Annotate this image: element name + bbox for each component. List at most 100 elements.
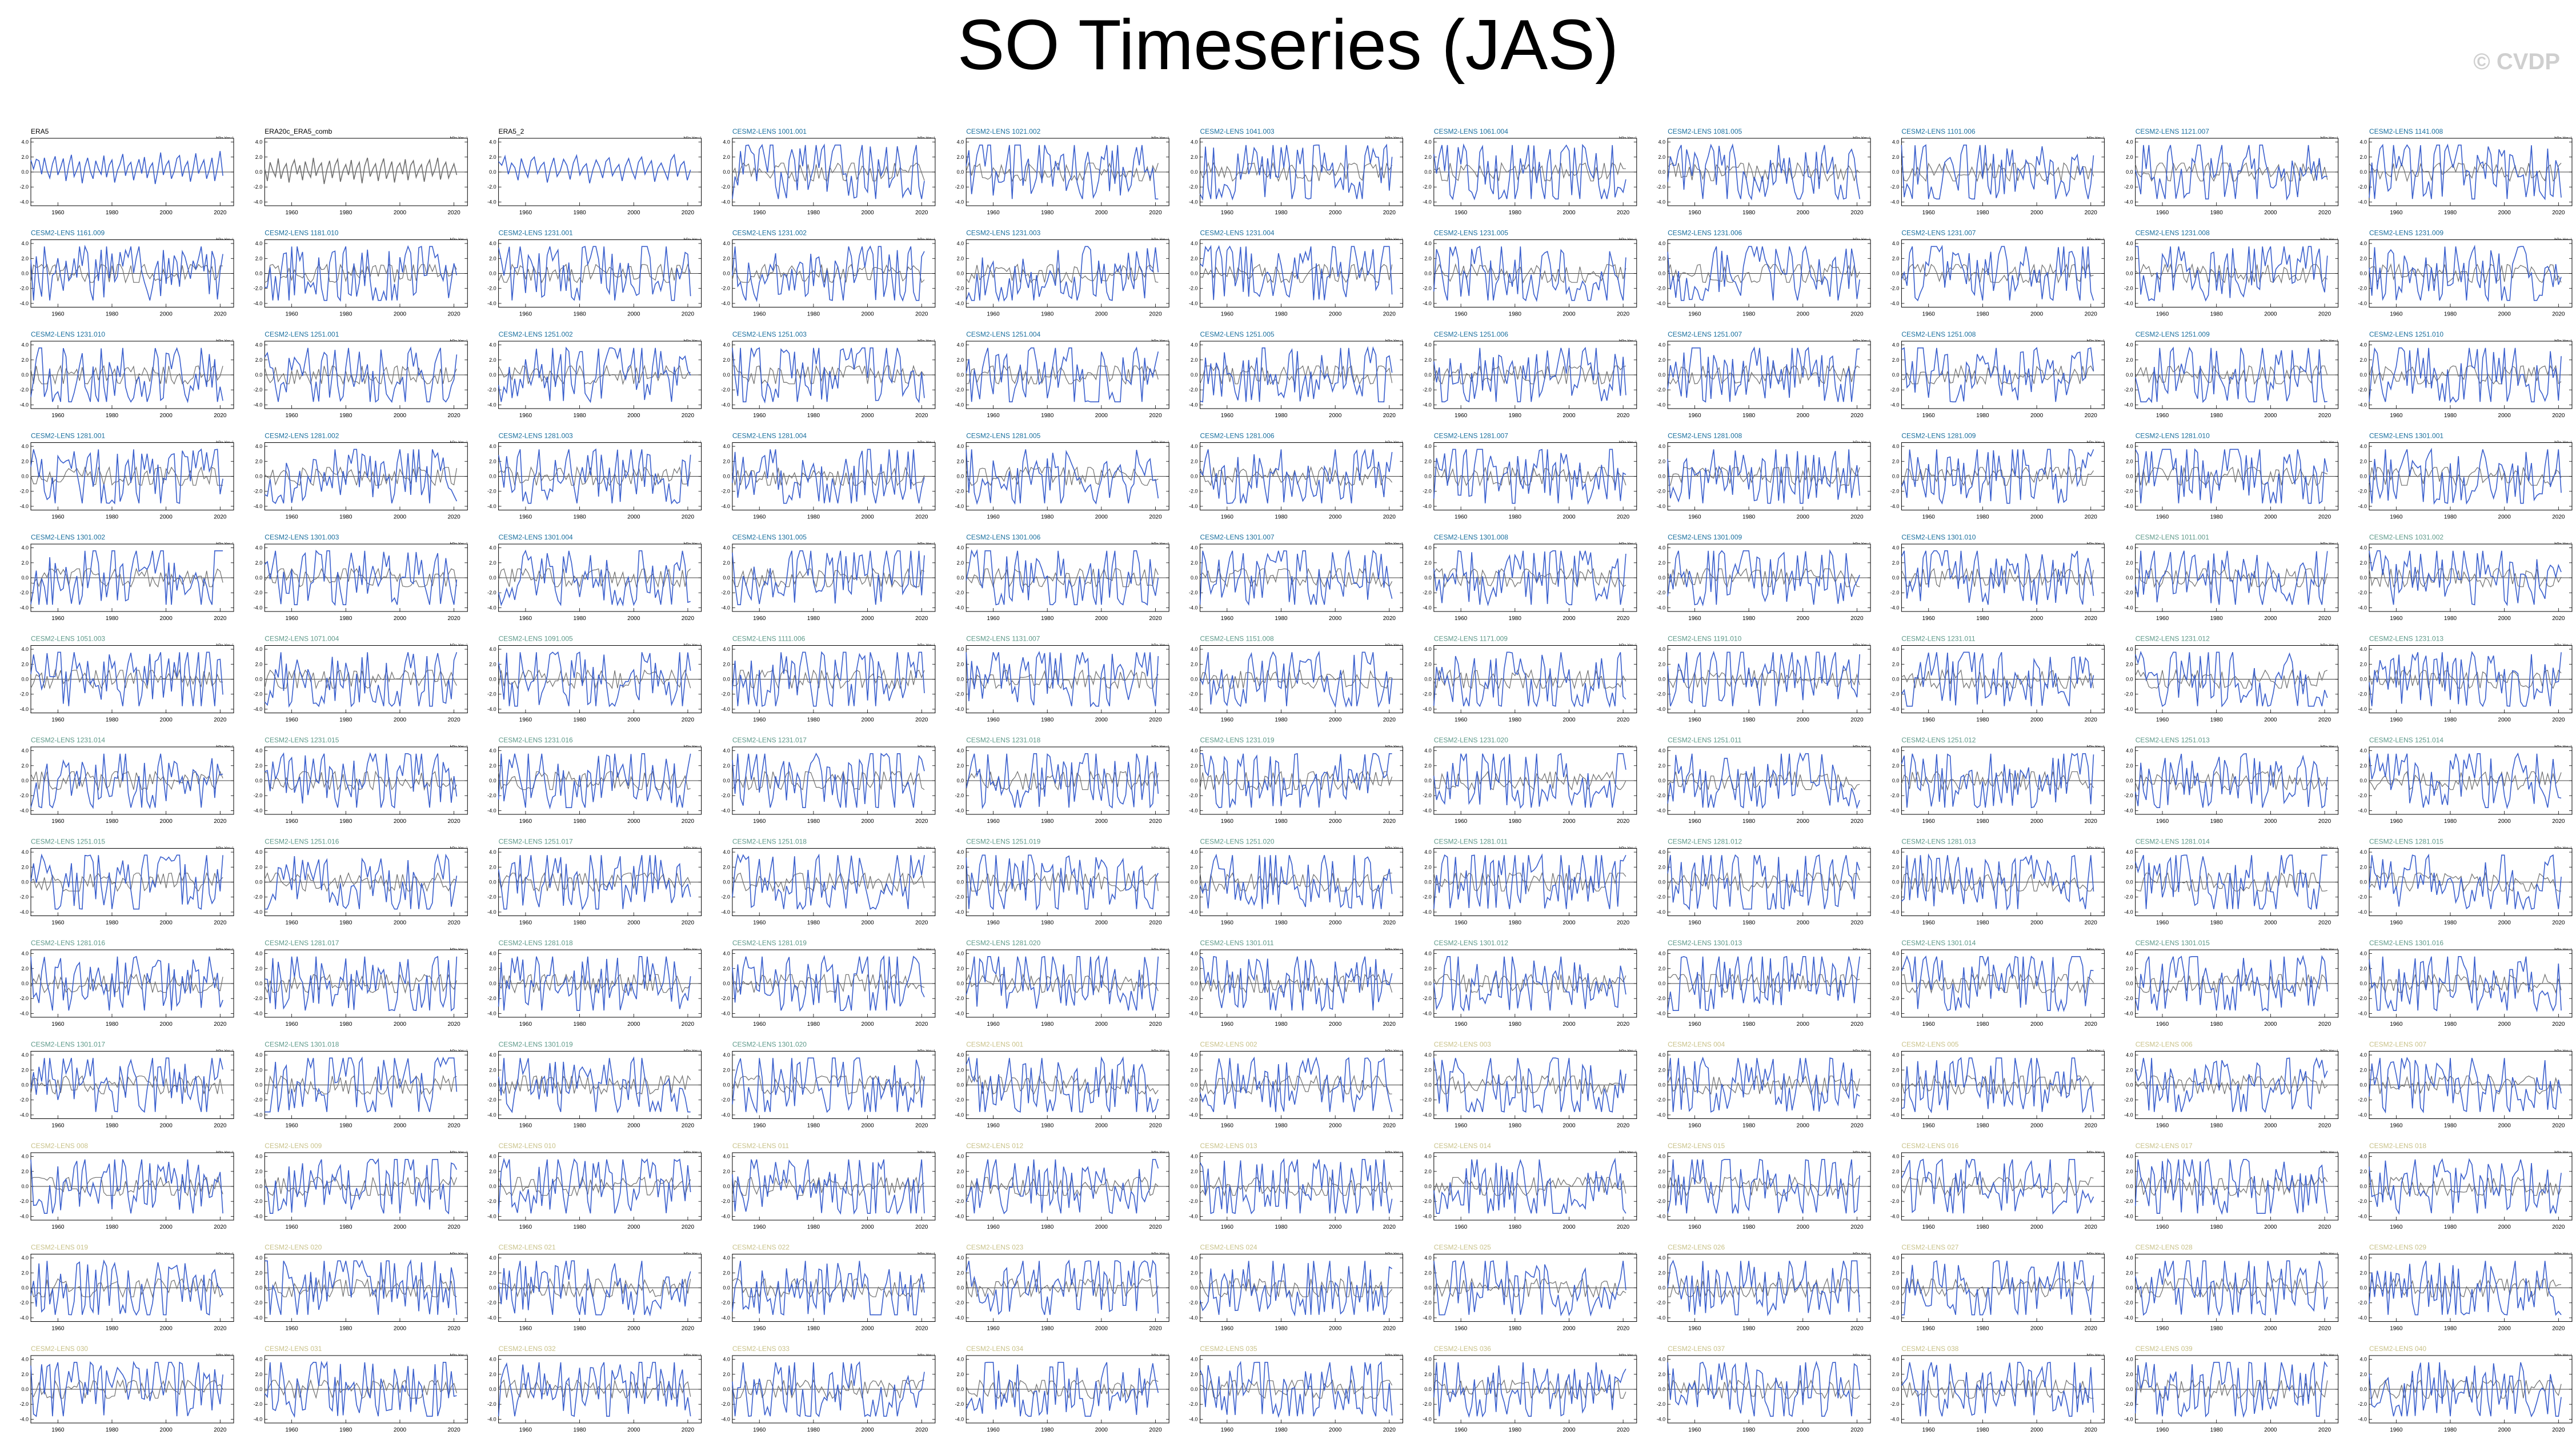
x-tick-label: 2000 bbox=[861, 311, 874, 318]
x-tick-label: 1980 bbox=[106, 1224, 119, 1230]
timeseries-panel: CESM2-LENS 1121.007hPa Yrs⁻¹-4.0-2.00.02… bbox=[2124, 127, 2338, 216]
y-tick-label: 4.0 bbox=[1191, 139, 1198, 145]
y-tick-label: -2.0 bbox=[2358, 489, 2367, 494]
series-line bbox=[1667, 1260, 1860, 1317]
y-tick-label: 0.0 bbox=[21, 1082, 29, 1088]
y-tick-label: 2.0 bbox=[1892, 763, 1900, 769]
reference-line bbox=[2135, 161, 2328, 182]
x-tick-label: 1960 bbox=[753, 1224, 766, 1230]
timeseries-panel: CESM2-LENS 1251.018hPa Yrs⁻¹-4.0-2.00.02… bbox=[721, 838, 935, 926]
series-line bbox=[2134, 346, 2327, 403]
y-tick-label: 0.0 bbox=[21, 778, 29, 784]
y-tick-label: -2.0 bbox=[487, 387, 496, 393]
series-line bbox=[2369, 550, 2562, 606]
timeseries-panel: CESM2-LENS 1251.005hPa Yrs⁻¹-4.0-2.00.02… bbox=[1189, 330, 1403, 419]
y-tick-label: -2.0 bbox=[721, 793, 730, 798]
timeseries-panel: CESM2-LENS 1051.003hPa Yrs⁻¹-4.0-2.00.02… bbox=[19, 635, 234, 723]
y-tick-label: 2.0 bbox=[1892, 864, 1900, 870]
x-tick-label: 1980 bbox=[1742, 1123, 1756, 1129]
y-tick-label: 4.0 bbox=[957, 139, 964, 145]
reference-line bbox=[1433, 1074, 1626, 1096]
series-line bbox=[732, 753, 925, 809]
y-tick-label: 0.0 bbox=[2359, 880, 2367, 885]
y-tick-label: -4.0 bbox=[254, 199, 263, 205]
x-tick-label: 2000 bbox=[2264, 1123, 2277, 1129]
y-tick-label: 2.0 bbox=[2359, 661, 2367, 667]
series-line bbox=[1433, 1260, 1626, 1317]
y-tick-label: 2.0 bbox=[21, 1372, 29, 1377]
y-tick-label: -4.0 bbox=[254, 402, 263, 407]
y-tick-label: -4.0 bbox=[1890, 605, 1900, 610]
x-tick-label: 2000 bbox=[160, 1123, 173, 1129]
y-tick-label: -2.0 bbox=[2124, 1401, 2133, 1407]
y-tick-label: 2.0 bbox=[1658, 661, 1666, 667]
y-tick-label: 4.0 bbox=[2359, 849, 2367, 855]
timeseries-panel: CESM2-LENS 1251.006hPa Yrs⁻¹-4.0-2.00.02… bbox=[1423, 330, 1637, 419]
panel-title: CESM2-LENS 1141.008 bbox=[2369, 127, 2443, 135]
y-tick-label: 0.0 bbox=[957, 372, 964, 378]
series-line bbox=[498, 1361, 691, 1417]
y-tick-label: 2.0 bbox=[1191, 1270, 1198, 1276]
x-tick-label: 2000 bbox=[2498, 1427, 2511, 1433]
y-tick-label: -4.0 bbox=[487, 1315, 496, 1321]
y-tick-label: -2.0 bbox=[1189, 489, 1198, 494]
x-tick-label: 2000 bbox=[2030, 1326, 2044, 1332]
x-tick-label: 1960 bbox=[1455, 311, 1468, 318]
x-tick-label: 1980 bbox=[1509, 210, 1522, 216]
y-tick-label: 2.0 bbox=[489, 255, 496, 261]
series-line bbox=[966, 346, 1159, 402]
x-tick-label: 2020 bbox=[1850, 818, 1864, 825]
y-tick-label: 4.0 bbox=[1191, 1357, 1198, 1362]
x-tick-label: 1960 bbox=[987, 1021, 1000, 1028]
x-tick-label: 2020 bbox=[2085, 413, 2098, 419]
x-tick-label: 2020 bbox=[1617, 514, 1630, 521]
series-line bbox=[1667, 245, 1860, 301]
y-tick-label: -2.0 bbox=[955, 184, 964, 190]
timeseries-panel: CESM2-LENS 1281.001hPa Yrs⁻¹-4.0-2.00.02… bbox=[19, 432, 234, 521]
x-tick-label: 1980 bbox=[1275, 920, 1288, 926]
x-tick-label: 2000 bbox=[861, 818, 874, 825]
y-tick-label: 4.0 bbox=[957, 545, 964, 551]
reference-line bbox=[1668, 466, 1860, 487]
x-tick-label: 1980 bbox=[2210, 514, 2224, 521]
panel-title: CESM2-LENS 025 bbox=[1434, 1244, 1491, 1252]
timeseries-panel: CESM2-LENS 013hPa Yrs⁻¹-4.0-2.00.02.04.0… bbox=[1189, 1142, 1403, 1230]
y-tick-label: -2.0 bbox=[1890, 996, 1900, 1001]
x-tick-label: 1980 bbox=[1275, 615, 1288, 622]
y-tick-label: 0.0 bbox=[957, 1285, 964, 1291]
x-tick-label: 2000 bbox=[2264, 514, 2277, 521]
series-line bbox=[2134, 1158, 2328, 1216]
x-tick-label: 1960 bbox=[753, 413, 766, 419]
panel-title: CESM2-LENS 006 bbox=[2136, 1041, 2193, 1049]
x-tick-label: 1980 bbox=[106, 1123, 119, 1129]
y-tick-label: -4.0 bbox=[1423, 909, 1432, 915]
x-tick-label: 1960 bbox=[1922, 311, 1936, 318]
x-tick-label: 2020 bbox=[2552, 1224, 2565, 1230]
y-tick-label: 4.0 bbox=[255, 443, 263, 449]
y-tick-label: -2.0 bbox=[254, 590, 263, 595]
series-line bbox=[2369, 650, 2562, 707]
x-tick-label: 1960 bbox=[286, 920, 299, 926]
timeseries-panel: CESM2-LENS 1251.017hPa Yrs⁻¹-4.0-2.00.02… bbox=[487, 838, 702, 926]
x-tick-label: 2020 bbox=[2552, 210, 2565, 216]
y-tick-label: 2.0 bbox=[723, 357, 730, 363]
y-tick-label: -2.0 bbox=[254, 691, 263, 697]
panel-title: CESM2-LENS 1281.006 bbox=[1200, 432, 1275, 440]
y-tick-label: 2.0 bbox=[2359, 966, 2367, 972]
series-line bbox=[1901, 347, 2094, 402]
x-tick-label: 2020 bbox=[915, 717, 928, 723]
y-tick-label: 0.0 bbox=[2359, 1285, 2367, 1291]
y-tick-label: 4.0 bbox=[2126, 646, 2133, 652]
series-line bbox=[498, 1260, 691, 1317]
y-tick-label: -2.0 bbox=[1657, 1198, 1666, 1204]
y-tick-label: -4.0 bbox=[254, 706, 263, 712]
y-tick-label: 4.0 bbox=[1424, 1357, 1432, 1362]
y-tick-label: 0.0 bbox=[1191, 677, 1198, 682]
y-tick-label: -2.0 bbox=[1423, 1198, 1432, 1204]
timeseries-panel: CESM2-LENS 1251.007hPa Yrs⁻¹-4.0-2.00.02… bbox=[1657, 330, 1871, 419]
y-tick-label: 2.0 bbox=[489, 1270, 496, 1276]
y-tick-label: -4.0 bbox=[19, 402, 29, 407]
y-tick-label: 0.0 bbox=[489, 474, 496, 479]
panel-title: CESM2-LENS 008 bbox=[31, 1142, 88, 1150]
y-tick-label: -2.0 bbox=[487, 590, 496, 595]
